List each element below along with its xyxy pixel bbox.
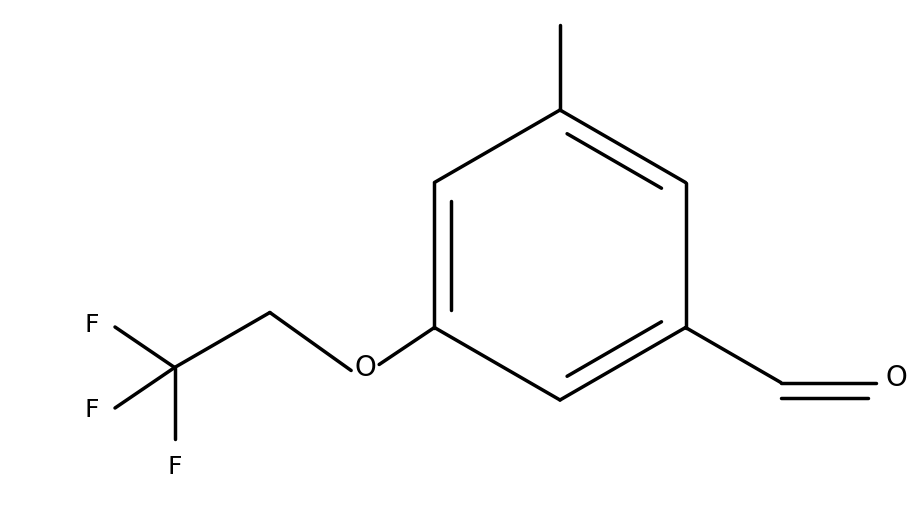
Text: F: F [167,454,182,478]
Text: F: F [84,313,99,337]
Text: O: O [886,363,908,392]
Text: O: O [354,353,376,381]
Text: F: F [84,398,99,422]
